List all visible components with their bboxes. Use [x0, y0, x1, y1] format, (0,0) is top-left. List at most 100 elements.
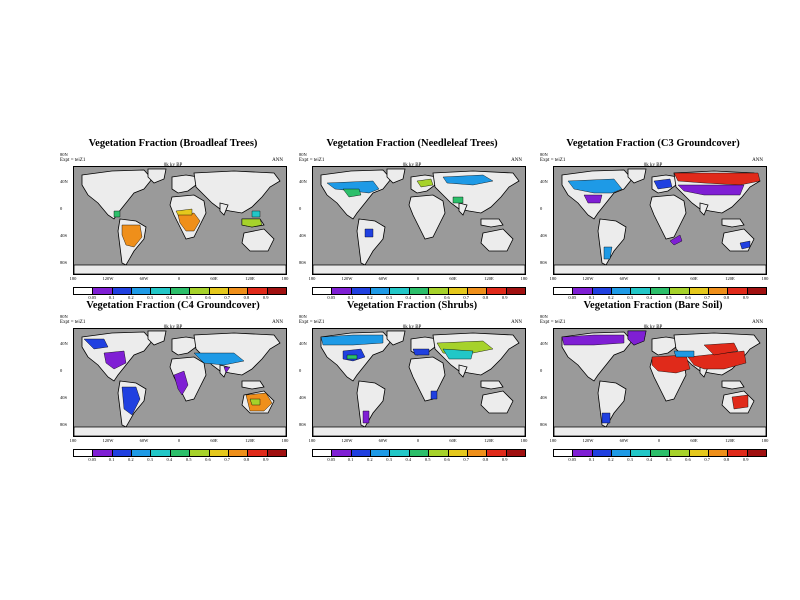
- colorbar-tick-label: 0.6: [205, 457, 211, 462]
- vegetation-fraction-region: [177, 212, 201, 232]
- colorbar-swatch: [248, 288, 268, 294]
- vegetation-fraction-region: [251, 210, 261, 218]
- colorbar-tick-label: 0.8: [482, 457, 489, 462]
- longitude-label: 60E: [210, 438, 218, 443]
- colorbar-tick-label: 0.9: [262, 295, 269, 300]
- vegetation-fraction-region: [653, 178, 673, 190]
- colorbar-swatch: [409, 288, 430, 294]
- world-map: [73, 328, 287, 437]
- colorbar-tick-label: 0.8: [243, 295, 250, 300]
- colorbar-swatch: [612, 450, 632, 456]
- season-label: ANN: [272, 158, 283, 163]
- colorbar-swatch: [429, 288, 449, 294]
- latitude-label: 40N: [540, 341, 548, 346]
- vegetation-fraction-region: [362, 410, 370, 424]
- colorbar-tick-label: 0.3: [627, 457, 633, 462]
- landmass: [386, 168, 406, 184]
- colorbar-swatch: [371, 288, 391, 294]
- vegetation-fraction-region: [442, 348, 474, 360]
- latitude-label: 80S: [540, 260, 548, 265]
- latitude-label: 0: [299, 206, 302, 211]
- colorbar-swatch: [708, 288, 729, 294]
- colorbar-swatch: [112, 450, 133, 456]
- landmass: [649, 194, 687, 240]
- colorbar-swatch: [506, 288, 525, 294]
- colorbar-swatch: [689, 288, 709, 294]
- longitude-label: 180: [308, 276, 316, 281]
- colorbar: [553, 287, 767, 295]
- vegetation-fraction-region: [561, 334, 625, 346]
- colorbar-tick-label: 0.5: [665, 295, 672, 300]
- colorbar-swatch: [650, 450, 671, 456]
- landmass: [219, 202, 229, 216]
- landmass: [480, 228, 514, 252]
- latitude-label: 80N: [60, 314, 68, 319]
- vegetation-fraction-region: [241, 218, 263, 228]
- latitude-label: 0: [299, 368, 302, 373]
- colorbar: [73, 287, 287, 295]
- latitude-label: 40S: [60, 395, 68, 400]
- experiment-label: Expt = teiZ1: [540, 320, 566, 325]
- landmass: [699, 202, 709, 216]
- longitude-label: 60E: [210, 276, 218, 281]
- vegetation-fraction-region: [603, 246, 613, 260]
- season-label: ANN: [511, 158, 522, 163]
- vegetation-fraction-region: [193, 352, 245, 366]
- colorbar-tick-label: 0.6: [444, 457, 450, 462]
- colorbar-tick-label: 0.6: [685, 457, 691, 462]
- landmass: [241, 228, 275, 252]
- colorbar-swatch: [631, 288, 651, 294]
- colorbar-tick-label: 0.4: [405, 457, 412, 462]
- vegetation-fraction-region: [103, 350, 127, 370]
- colorbar-swatch: [728, 288, 748, 294]
- landmass: [147, 330, 167, 346]
- landmass: [313, 426, 525, 436]
- longitude-label: 120W: [102, 276, 114, 281]
- colorbar-tick-label: 0.7: [463, 295, 469, 300]
- vegetation-fraction-region: [173, 370, 189, 396]
- colorbar-swatch: [670, 450, 690, 456]
- landmass: [313, 264, 525, 274]
- longitude-label: 180: [69, 438, 77, 443]
- colorbar-tick-label: 0.05: [88, 295, 97, 300]
- landmass: [356, 218, 386, 266]
- longitude-label: 180: [520, 438, 528, 443]
- landmass: [721, 380, 745, 390]
- landmass: [721, 228, 755, 252]
- colorbar-tick-label: 0.05: [568, 457, 577, 462]
- colorbar-tick-label: 0.2: [128, 295, 134, 300]
- vegetation-fraction-region: [627, 330, 647, 346]
- panel-title: Vegetation Fraction (Bare Soil): [583, 300, 723, 311]
- longitude-label: 120W: [102, 438, 114, 443]
- colorbar-tick-label: 0.4: [646, 457, 653, 462]
- colorbar-swatch: [93, 450, 113, 456]
- vegetation-fraction-region: [677, 184, 745, 196]
- colorbar-swatch: [409, 450, 430, 456]
- latitude-label: 40S: [299, 233, 307, 238]
- vegetation-fraction-region: [416, 178, 434, 188]
- longitude-label: 120E: [245, 276, 255, 281]
- colorbar-swatch: [467, 288, 488, 294]
- colorbar-tick-label: 0.2: [367, 457, 373, 462]
- longitude-label: 120E: [725, 276, 735, 281]
- longitude-label: 60W: [619, 438, 629, 443]
- landmass: [597, 218, 627, 266]
- longitude-label: 0: [657, 438, 661, 443]
- colorbar-swatch: [612, 288, 632, 294]
- vegetation-fraction-region: [346, 354, 358, 360]
- latitude-label: 40N: [60, 179, 68, 184]
- colorbar-tick-label: 0.1: [347, 295, 354, 300]
- colorbar-tick-label: 0.5: [665, 457, 672, 462]
- latitude-label: 0: [540, 206, 543, 211]
- period-label: 0k ky BP: [299, 325, 525, 330]
- colorbar-tick-label: 0.2: [128, 457, 134, 462]
- latitude-label: 40S: [60, 233, 68, 238]
- season-label: ANN: [272, 320, 283, 325]
- vegetation-fraction-region: [249, 398, 261, 406]
- colorbar-swatch: [487, 450, 507, 456]
- period-label: 0k ky BP: [299, 163, 525, 168]
- longitude-label: 180: [69, 276, 77, 281]
- longitude-label: 60W: [139, 438, 149, 443]
- landmass: [561, 169, 633, 220]
- longitude-label: 60E: [449, 438, 457, 443]
